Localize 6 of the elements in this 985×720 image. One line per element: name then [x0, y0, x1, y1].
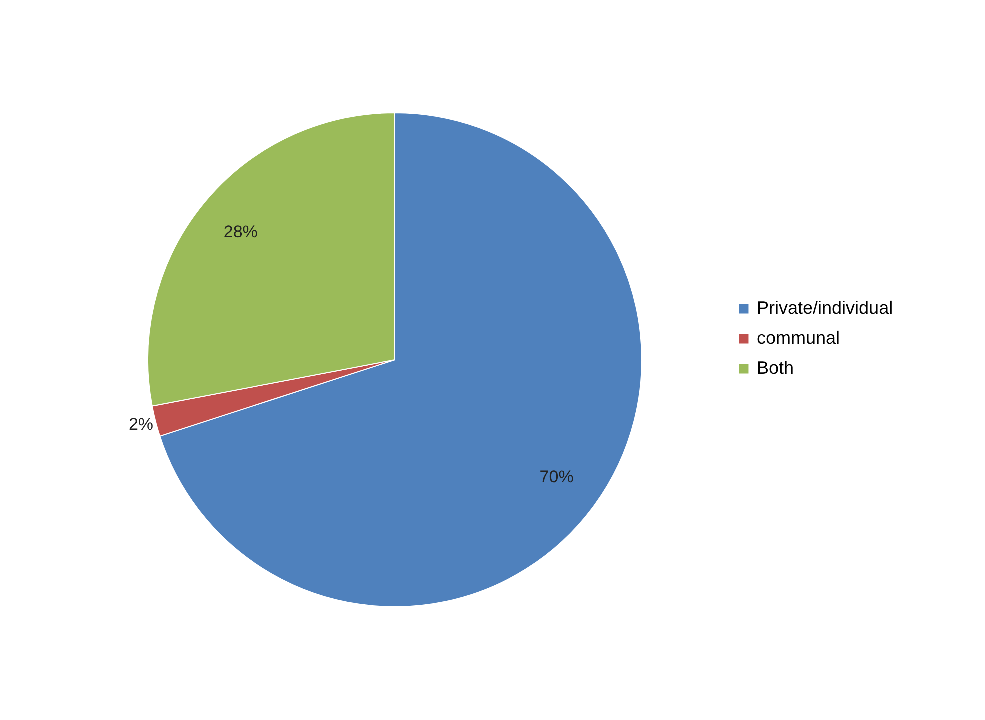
legend-label: Private/individual [757, 298, 894, 318]
data-label: 28% [224, 222, 258, 242]
data-label: 70% [540, 468, 574, 487]
legend-label: communal [757, 328, 840, 348]
legend-label: Both [757, 358, 794, 378]
data-label: 2% [128, 415, 154, 434]
